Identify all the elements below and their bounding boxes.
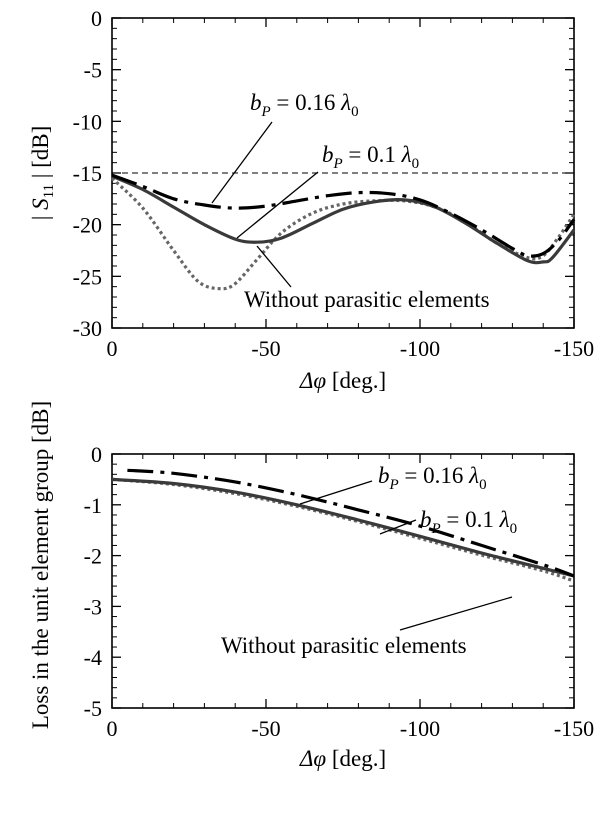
- y-tick-label: -1: [84, 493, 102, 518]
- y-tick-label: -2: [84, 544, 102, 569]
- annotation-without-parasitic: Without parasitic elements: [221, 633, 467, 658]
- s11-y-axis-label: | S11 | [dB]: [28, 126, 57, 221]
- y-tick-label: -10: [73, 109, 102, 134]
- y-tick-label: 0: [91, 6, 102, 31]
- s11-chart: 0-5-10-15-20-25-300 -50 -100 -150 | S11 | […: [28, 6, 594, 393]
- y-tick-label: -20: [73, 213, 102, 238]
- annotation-bp-016: bP = 0.16 λ0: [250, 90, 359, 120]
- annotation-bp-01: bP = 0.1 λ0: [420, 507, 517, 537]
- series-line-solid: [111, 174, 576, 265]
- series-line-solid: [111, 477, 575, 578]
- x-tick-label: -50: [251, 336, 280, 361]
- y-tick-label: -30: [73, 316, 102, 341]
- y-tick-label: -3: [84, 594, 102, 619]
- x-tick-label: -150: [554, 336, 594, 361]
- annotation-without-parasitic: Without parasitic elements: [244, 287, 490, 312]
- leader-bp-016: [211, 121, 273, 204]
- x-tick-label: 0: [107, 716, 118, 741]
- y-tick-label: -5: [84, 58, 102, 83]
- series-line-dashdot: [127, 468, 575, 578]
- x-tick-label: -100: [400, 336, 440, 361]
- loss-chart: 0-1-2-3-4-50 -50 -100 -150 Loss in the unit…: [28, 401, 594, 771]
- series-line-dashdot: [111, 173, 576, 258]
- annotation-bp-016: bP = 0.16 λ0: [378, 463, 487, 493]
- loss-y-axis-label: Loss in the unit element group [dB]: [28, 401, 53, 729]
- x-tick-label: -50: [251, 716, 280, 741]
- leader-bp-01: [236, 171, 319, 239]
- y-tick-label: -4: [84, 645, 102, 670]
- annotation-bp-01: bP = 0.1 λ0: [322, 142, 419, 172]
- leader-without-parasitic: [256, 245, 292, 288]
- leader-bp-016: [299, 480, 373, 505]
- loss-x-axis-label: Δφ [deg.]: [299, 746, 386, 771]
- series-line-dotted: [110, 177, 576, 291]
- x-tick-label: 0: [107, 336, 118, 361]
- y-tick-label: -25: [73, 264, 102, 289]
- s11-x-axis-label: Δφ [deg.]: [299, 368, 386, 393]
- y-tick-label: -15: [73, 161, 102, 186]
- leader-bp-01: [379, 519, 417, 535]
- leader-without-parasitic: [399, 596, 513, 631]
- y-tick-label: 0: [91, 442, 102, 467]
- loss-plot-frame: [111, 453, 575, 709]
- x-tick-label: -150: [554, 716, 594, 741]
- x-tick-label: -100: [400, 716, 440, 741]
- y-tick-label: -5: [84, 696, 102, 721]
